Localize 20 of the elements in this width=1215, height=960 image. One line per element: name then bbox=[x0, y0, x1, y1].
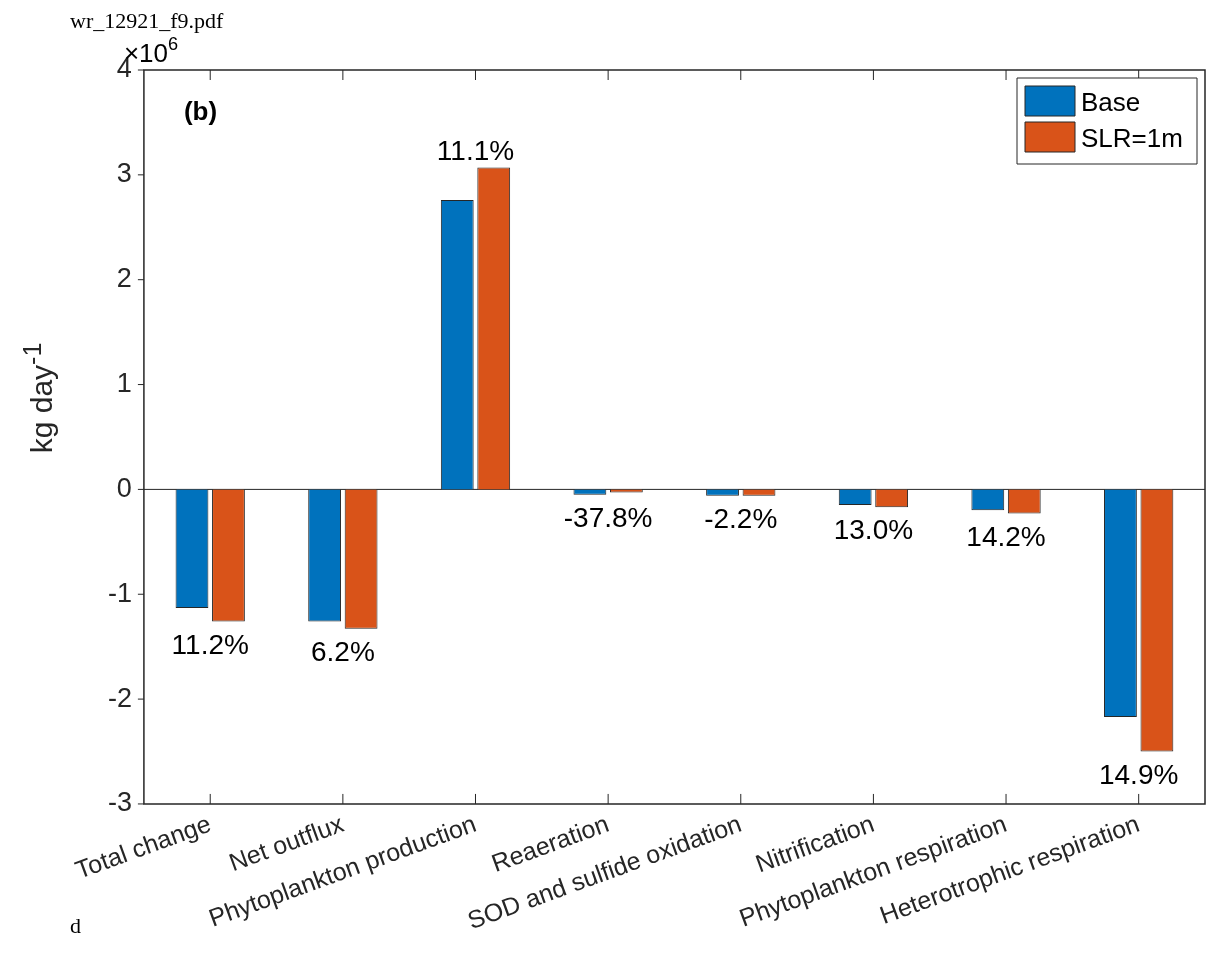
y-tick-label: -3 bbox=[107, 787, 132, 818]
annotation: -2.2% bbox=[704, 502, 778, 534]
legend-label: Base bbox=[1081, 87, 1141, 117]
annotation: 11.1% bbox=[436, 134, 515, 166]
legend-label: SLR=1m bbox=[1081, 123, 1183, 153]
annotation: 14.2% bbox=[966, 520, 1046, 552]
y-tick-label: 3 bbox=[116, 158, 132, 189]
text: wr_12921_f9.pdf bbox=[70, 8, 225, 33]
annotation: 14.9% bbox=[1098, 758, 1179, 790]
annotation: 13.0% bbox=[833, 514, 914, 546]
annotation: -37.8% bbox=[563, 501, 653, 533]
annotation: 6.2% bbox=[310, 635, 375, 667]
y-tick-label: 0 bbox=[116, 472, 132, 503]
y-tick-label: 1 bbox=[116, 368, 132, 398]
text: d bbox=[70, 913, 81, 938]
annotation: 11.2% bbox=[171, 628, 249, 660]
annotation: (b) bbox=[183, 96, 218, 126]
y-tick-label: -1 bbox=[107, 577, 132, 608]
y-tick-label: 2 bbox=[116, 263, 132, 294]
y-tick-label: -2 bbox=[107, 682, 132, 713]
